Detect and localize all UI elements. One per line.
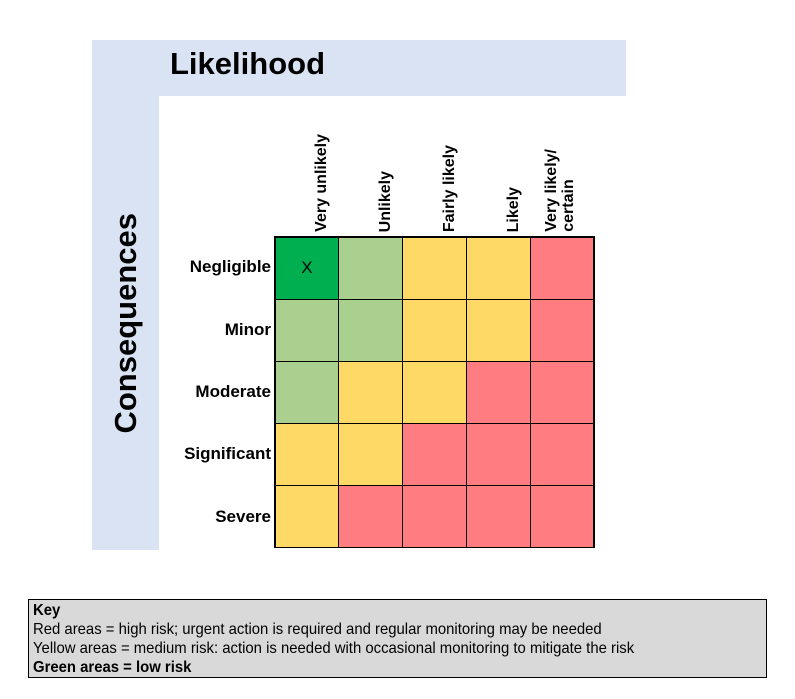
matrix-cell-yellow [274,484,340,548]
matrix-cell-red [338,484,404,548]
matrix-cell-red [402,484,467,548]
matrix-cell-red [465,484,531,548]
row-header: Significant [184,444,271,463]
matrix-cell-yellow [402,360,467,424]
consequences-band [92,96,159,550]
matrix-cell-red [529,236,595,300]
matrix-cell-light-green [274,360,340,424]
consequences-title: Consequences [107,212,143,434]
matrix-cell-red [465,422,531,486]
key-box: Key Red areas = high risk; urgent action… [28,599,767,678]
row-header: Negligible [189,257,271,276]
key-green: Green areas = low risk [33,659,192,676]
matrix-cell-red [529,422,595,486]
likelihood-band [92,40,626,96]
matrix-cell-yellow [402,298,467,362]
row-header: Severe [215,507,271,526]
key-red: Red areas = high risk; urgent action is … [33,621,602,638]
consequences-axis: Consequences [92,96,159,550]
matrix-cell-light-green [274,298,340,362]
key-yellow: Yellow areas = medium risk: action is ne… [33,640,635,657]
risk-matrix: X [274,236,595,548]
column-header: Unlikely [377,170,394,232]
matrix-cell-light-green [338,236,404,300]
row-header: Minor [224,320,271,339]
matrix-cell-yellow [338,360,404,424]
matrix-cell-red [529,360,595,424]
column-header: Very unlikely [313,134,330,232]
row-header: Moderate [195,382,271,401]
column-header: Fairly likely [441,144,458,232]
matrix-cell-yellow [402,236,467,300]
likelihood-title: Likelihood [170,46,325,81]
matrix-cell-yellow [465,236,531,300]
column-header: Likely [505,186,522,232]
matrix-cell-red [402,422,467,486]
matrix-cell-dark-green: X [274,236,340,300]
column-header: Very likely/ certain [543,149,577,232]
matrix-cell-red [529,484,595,548]
key-heading: Key [33,602,61,619]
matrix-cell-red [529,298,595,362]
matrix-cell-yellow [338,422,404,486]
matrix-cell-red [465,360,531,424]
matrix-cell-yellow [274,422,340,486]
matrix-cell-light-green [338,298,404,362]
matrix-cell-yellow [465,298,531,362]
